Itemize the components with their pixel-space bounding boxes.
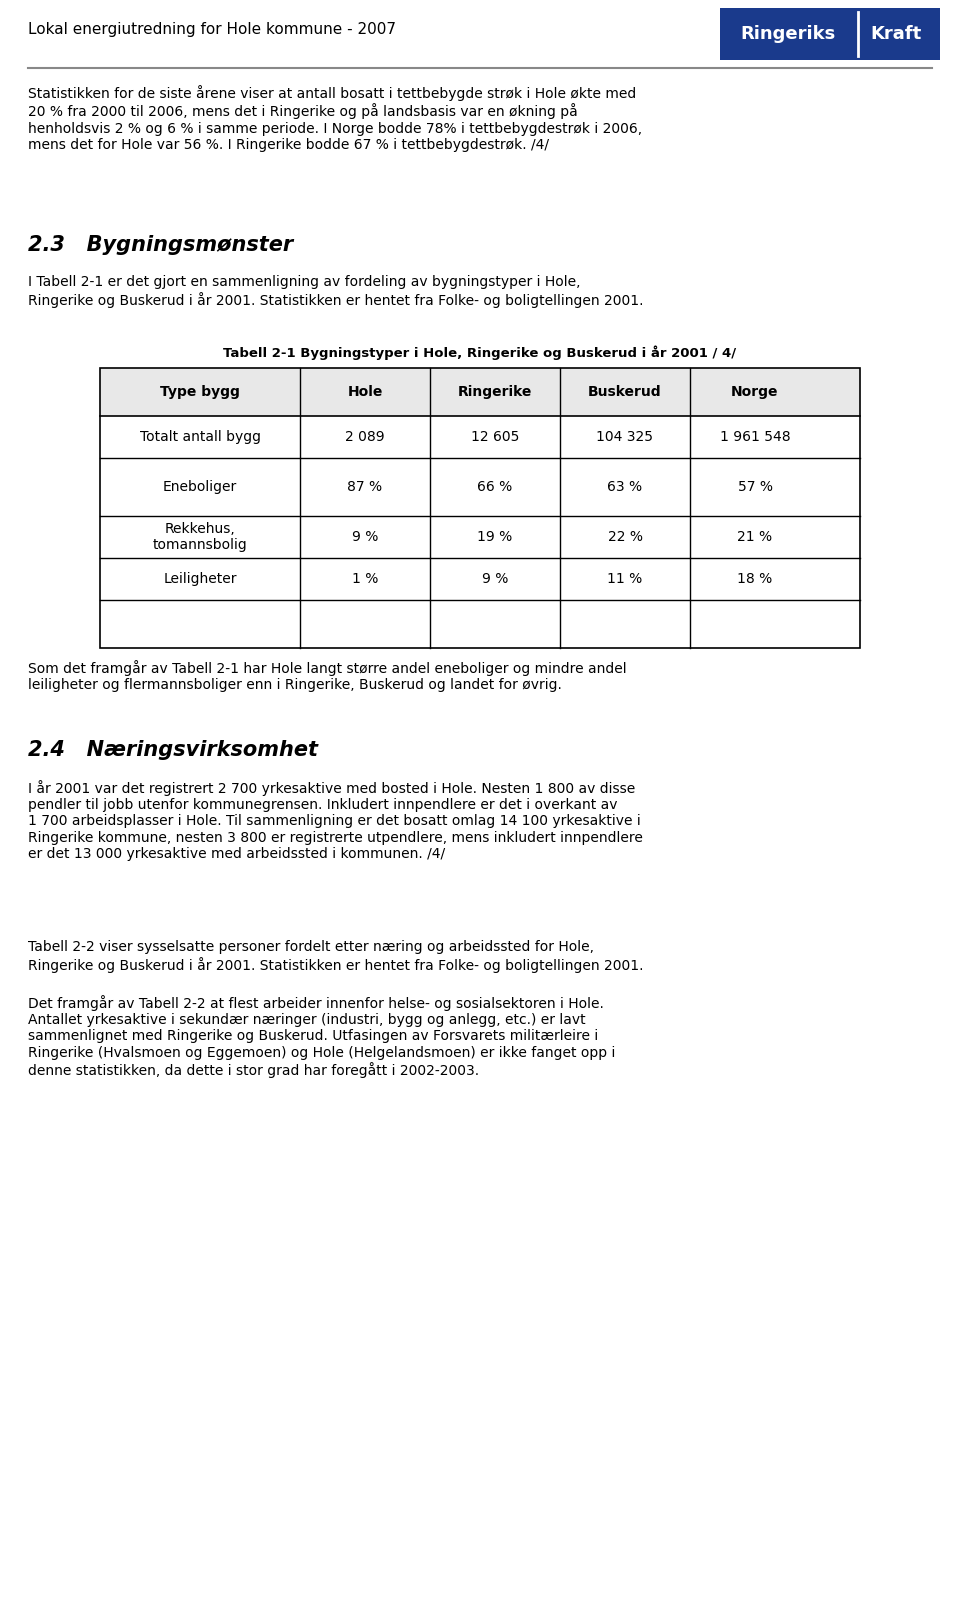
FancyBboxPatch shape [720,8,940,60]
Text: Som det framgår av Tabell 2-1 har Hole langt større andel eneboliger og mindre a: Som det framgår av Tabell 2-1 har Hole l… [28,660,627,692]
Text: I år 2001 var det registrert 2 700 yrkesaktive med bosted i Hole. Nesten 1 800 a: I år 2001 var det registrert 2 700 yrkes… [28,779,643,860]
Text: Hole: Hole [348,385,383,399]
Text: I Tabell 2-1 er det gjort en sammenligning av fordeling av bygningstyper i Hole,: I Tabell 2-1 er det gjort en sammenligni… [28,275,643,307]
Text: 11 %: 11 % [608,572,642,585]
Bar [100,369,860,648]
Text: 2.3   Bygningsmønster: 2.3 Bygningsmønster [28,234,293,255]
Text: 21 %: 21 % [737,530,773,543]
Text: Totalt antall bygg: Totalt antall bygg [139,430,260,445]
Text: 9 %: 9 % [351,530,378,543]
Text: 66 %: 66 % [477,480,513,495]
Text: 9 %: 9 % [482,572,508,585]
Text: 2 089: 2 089 [346,430,385,445]
Text: 57 %: 57 % [737,480,773,495]
Text: 18 %: 18 % [737,572,773,585]
Text: 104 325: 104 325 [596,430,654,445]
Bar [100,416,860,458]
Text: 19 %: 19 % [477,530,513,543]
Text: Ringeriks: Ringeriks [740,24,835,44]
Text: 1 961 548: 1 961 548 [720,430,790,445]
Text: 63 %: 63 % [608,480,642,495]
Text: Kraft: Kraft [871,24,922,44]
Text: Lokal energiutredning for Hole kommune - 2007: Lokal energiutredning for Hole kommune -… [28,23,396,37]
Text: Type bygg: Type bygg [160,385,240,399]
Text: Tabell 2-2 viser sysselsatte personer fordelt etter næring og arbeidssted for Ho: Tabell 2-2 viser sysselsatte personer fo… [28,939,643,972]
Text: Ringerike: Ringerike [458,385,532,399]
Text: 22 %: 22 % [608,530,642,543]
Bar [100,516,860,558]
Text: 87 %: 87 % [348,480,383,495]
Text: Tabell 2-1 Bygningstyper i Hole, Ringerike og Buskerud i år 2001 / 4/: Tabell 2-1 Bygningstyper i Hole, Ringeri… [224,344,736,359]
Text: Leiligheter: Leiligheter [163,572,237,585]
Text: Eneboliger: Eneboliger [163,480,237,495]
Bar [100,458,860,516]
Text: 2.4   Næringsvirksomhet: 2.4 Næringsvirksomhet [28,741,318,760]
Text: Statistikken for de siste årene viser at antall bosatt i tettbebygde strøk i Hol: Statistikken for de siste årene viser at… [28,86,642,152]
Bar [100,369,860,416]
Text: Norge: Norge [732,385,779,399]
Text: 12 605: 12 605 [470,430,519,445]
Text: Rekkehus,
tomannsbolig: Rekkehus, tomannsbolig [153,522,248,551]
Text: Det framgår av Tabell 2-2 at flest arbeider innenfor helse- og sosialsektoren i : Det framgår av Tabell 2-2 at flest arbei… [28,994,615,1079]
Text: 1 %: 1 % [351,572,378,585]
Text: Buskerud: Buskerud [588,385,661,399]
Bar [100,558,860,600]
